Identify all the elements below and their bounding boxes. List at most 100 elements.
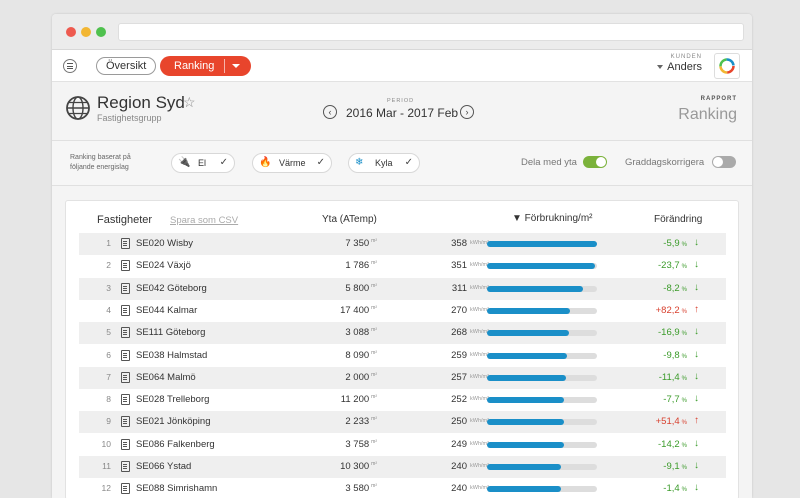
table-row[interactable]: 8 SE028 Trelleborg 11 200 m² 252 kWh/m² -7,7% ↓ [79, 389, 726, 411]
consumption-unit: kWh/m² [470, 485, 489, 492]
property-name[interactable]: SE021 Jönköping [136, 416, 211, 428]
row-index: 2 [106, 260, 111, 271]
previous-period-button[interactable]: ‹ [323, 105, 337, 119]
save-csv-link[interactable]: Spara som CSV [170, 215, 239, 226]
property-area: 2 000 m² [345, 371, 377, 383]
property-area: 8 090 m² [345, 349, 377, 361]
chevron-down-icon [657, 65, 664, 70]
maximize-window-button[interactable] [96, 27, 106, 37]
property-name[interactable]: SE038 Halmstad [136, 349, 208, 361]
check-icon: ✓ [404, 157, 413, 168]
consumption-unit: kWh/m² [470, 396, 489, 403]
energy-chip-kyla[interactable]: ❄ Kyla ✓ [348, 153, 420, 173]
consumption-unit: kWh/m² [470, 284, 489, 291]
consumption-value: 240 [451, 483, 467, 495]
row-index: 12 [101, 483, 111, 494]
consumption-bar-fill [487, 486, 561, 493]
customer-selector[interactable]: KUNDEN Anders [657, 54, 702, 73]
energy-chip-el[interactable]: 🔌 El ✓ [171, 153, 235, 173]
row-index: 3 [106, 282, 111, 293]
consumption-bar [487, 307, 597, 314]
globe-icon [66, 96, 90, 120]
change-value: +51,4% [655, 416, 687, 428]
app-window: Översikt Ranking KUNDEN Anders Region S [52, 14, 752, 498]
consumption-unit: kWh/m² [470, 329, 489, 336]
consumption-unit: kWh/m² [470, 262, 489, 269]
consumption-value: 240 [451, 461, 467, 472]
address-bar[interactable] [118, 23, 744, 41]
consumption-value: 252 [451, 394, 467, 406]
next-period-button[interactable]: › [460, 105, 474, 119]
overview-button[interactable]: Översikt [96, 57, 157, 75]
building-icon [121, 461, 130, 472]
page-title: Region Syd [97, 93, 185, 112]
report-key: RAPPORT [700, 96, 737, 102]
page-subtitle: Fastighetsgrupp [97, 113, 162, 123]
table-row[interactable]: 4 SE044 Kalmar 17 400 m² 270 kWh/m² +82,2% ↑ [79, 300, 726, 322]
table-row[interactable]: 10 SE086 Falkenberg 3 758 m² 249 kWh/m² -14,2%… [79, 434, 726, 456]
property-name[interactable]: SE066 Ystad [136, 461, 192, 472]
minimize-window-button[interactable] [81, 27, 91, 37]
consumption-bar [487, 285, 597, 292]
change-value: -16,9% [658, 327, 687, 339]
table-row[interactable]: 12 SE088 Simrishamn 3 580 m² 240 kWh/m² -1,4% ↓ [79, 478, 726, 498]
property-name[interactable]: SE044 Kalmar [136, 304, 198, 316]
table-row[interactable]: 3 SE042 Göteborg 5 800 m² 311 kWh/m² -8,2% ↓ [79, 277, 726, 300]
change-value: -8,2% [663, 282, 687, 294]
consumption-value: 268 [451, 327, 467, 339]
consumption-value: 250 [451, 416, 467, 428]
menu-icon[interactable] [63, 59, 77, 73]
row-index: 5 [106, 327, 111, 338]
consumption-bar [487, 486, 597, 493]
consumption-bar-fill [487, 441, 564, 448]
property-name[interactable]: SE088 Simrishamn [136, 483, 218, 495]
table-row[interactable]: 6 SE038 Halmstad 8 090 m² 259 kWh/m² -9,8% ↓ [79, 345, 726, 367]
property-name[interactable]: SE020 Wisby [136, 238, 194, 249]
consumption-bar [487, 263, 597, 270]
consumption-value: 311 [451, 282, 467, 294]
col-area[interactable]: Yta (ATemp) [322, 214, 377, 225]
consumption-bar [487, 397, 597, 404]
top-nav: Översikt Ranking KUNDEN Anders [52, 50, 752, 82]
table-row[interactable]: 5 SE111 Göteborg 3 088 m² 268 kWh/m² -16,9% ↓ [79, 322, 726, 345]
property-name[interactable]: SE042 Göteborg [136, 282, 207, 294]
snowflake-icon: ❄ [355, 157, 364, 168]
arrow-down-icon: ↓ [694, 237, 699, 248]
property-name[interactable]: SE028 Trelleborg [136, 394, 210, 406]
consumption-value: 249 [451, 438, 467, 450]
table-row[interactable]: 9 SE021 Jönköping 2 233 m² 250 kWh/m² +51,4% ↑ [79, 411, 726, 434]
check-icon: ✓ [316, 157, 325, 168]
report-value: Ranking [678, 106, 737, 123]
ranking-button[interactable]: Ranking [160, 56, 251, 76]
star-icon[interactable]: ☆ [183, 94, 196, 110]
consumption-bar-fill [487, 285, 583, 292]
energy-chip-varme[interactable]: 🔥 Värme ✓ [252, 153, 332, 173]
table-row[interactable]: 7 SE064 Malmö 2 000 m² 257 kWh/m² -11,4% ↓ [79, 366, 726, 389]
close-window-button[interactable] [66, 27, 76, 37]
row-index: 4 [106, 304, 111, 315]
chevron-down-icon[interactable] [232, 64, 240, 68]
col-change[interactable]: Förändring [654, 214, 703, 225]
share-by-area-toggle[interactable] [583, 156, 607, 168]
property-area: 7 350 m² [345, 238, 377, 249]
property-name[interactable]: SE064 Malmö [136, 371, 196, 383]
ranking-label: Ranking [174, 60, 215, 72]
property-name[interactable]: SE111 Göteborg [136, 327, 206, 339]
consumption-bar [487, 330, 597, 337]
property-name[interactable]: SE086 Falkenberg [136, 438, 215, 450]
customer-name: Anders [667, 61, 702, 73]
degree-day-label: Graddagskorrigera [625, 157, 705, 168]
table-row[interactable]: 1 SE020 Wisby 7 350 m² 358 kWh/m² -5,9% ↓ [79, 233, 726, 255]
table-row[interactable]: 2 SE024 Växjö 1 786 m² 351 kWh/m² -23,7% ↓ [79, 255, 726, 277]
filter-note: Ranking baserat på följande energislag [70, 154, 131, 171]
property-area: 11 200 m² [340, 394, 377, 406]
consumption-unit: kWh/m² [470, 373, 489, 380]
table-row[interactable]: 11 SE066 Ystad 10 300 m² 240 kWh/m² -9,1% ↓ [79, 456, 726, 478]
degree-day-toggle[interactable] [712, 156, 736, 168]
consumption-bar-fill [487, 307, 570, 314]
arrow-down-icon: ↓ [694, 370, 699, 382]
ranking-table: Fastigheter Spara som CSV Yta (ATemp) ▼ … [65, 200, 739, 498]
property-name[interactable]: SE024 Växjö [136, 260, 191, 272]
property-area: 2 233 m² [345, 416, 377, 428]
col-consumption[interactable]: ▼ Förbrukning/m² [512, 213, 593, 224]
